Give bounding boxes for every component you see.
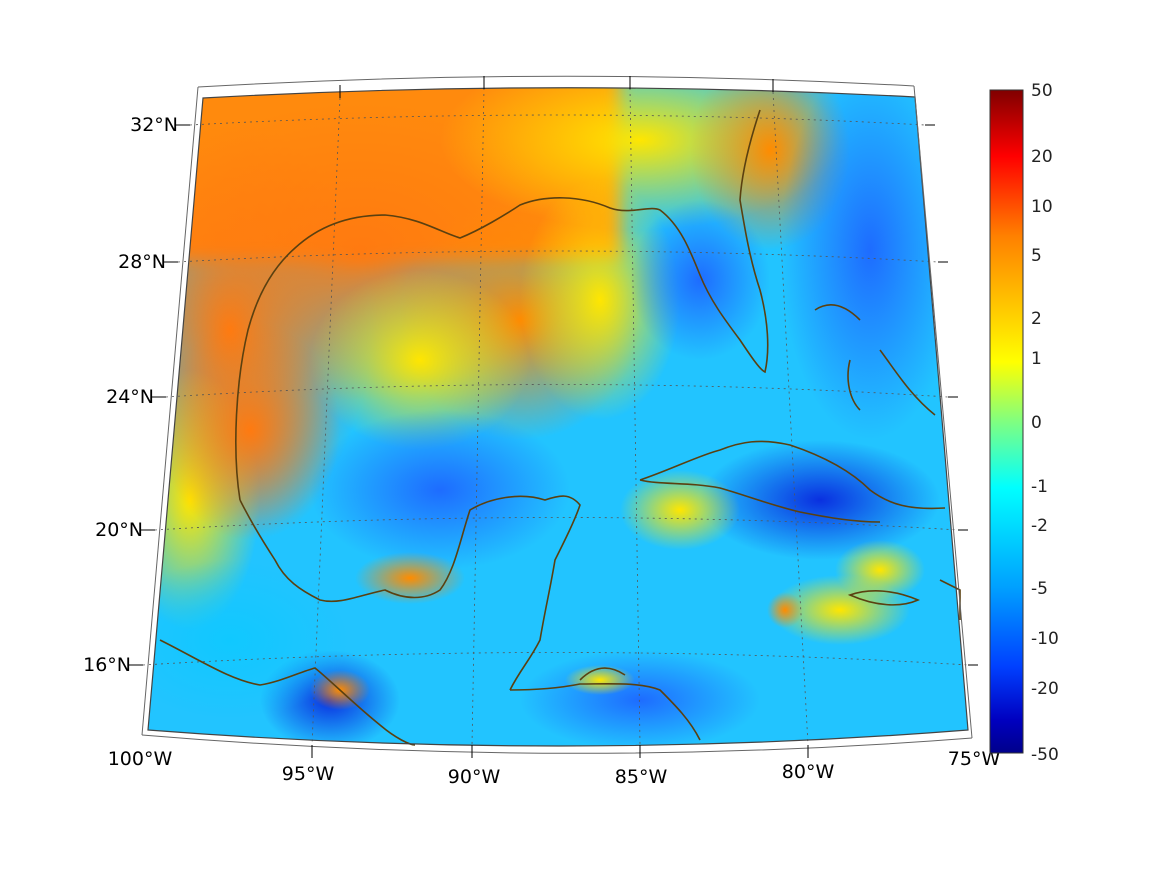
lat-label-28n: 28°N [118, 251, 166, 273]
colorbar-label: 10 [1031, 197, 1053, 217]
colorbar-label: 5 [1031, 246, 1042, 266]
lon-label-85w: 85°W [615, 766, 668, 788]
colorbar-label: -5 [1031, 579, 1048, 599]
colorbar [989, 89, 1024, 754]
colorbar-label: 20 [1031, 147, 1053, 167]
lon-label-75w: 75°W [948, 748, 1001, 770]
lat-label-16n: 16°N [83, 654, 131, 676]
colorbar-label: -20 [1031, 679, 1059, 699]
lat-label-20n: 20°N [95, 519, 143, 541]
lat-label-24n: 24°N [106, 386, 154, 408]
lat-label-32n: 32°N [130, 114, 178, 136]
axis-ticks [129, 76, 978, 758]
map-frame [141, 75, 973, 754]
colorbar-label: -10 [1031, 629, 1059, 649]
colorbar-label: 1 [1031, 349, 1042, 369]
colorbar-label: 2 [1031, 309, 1042, 329]
colorbar-label: 50 [1031, 81, 1053, 101]
lon-label-100w: 100°W [108, 748, 173, 770]
colorbar-label: -1 [1031, 477, 1048, 497]
coastline [159, 109, 961, 746]
colorbar-label: 0 [1031, 413, 1042, 433]
lon-label-90w: 90°W [448, 766, 501, 788]
colorbar-labels: 50 20 10 5 2 1 0 -1 -2 -5 -10 -20 -50 [1031, 81, 1059, 765]
colorbar-label: -2 [1031, 516, 1048, 536]
colorbar-label: -50 [1031, 745, 1059, 765]
lon-label-95w: 95°W [282, 763, 335, 785]
lon-label-80w: 80°W [782, 761, 835, 783]
data-field [148, 87, 968, 746]
